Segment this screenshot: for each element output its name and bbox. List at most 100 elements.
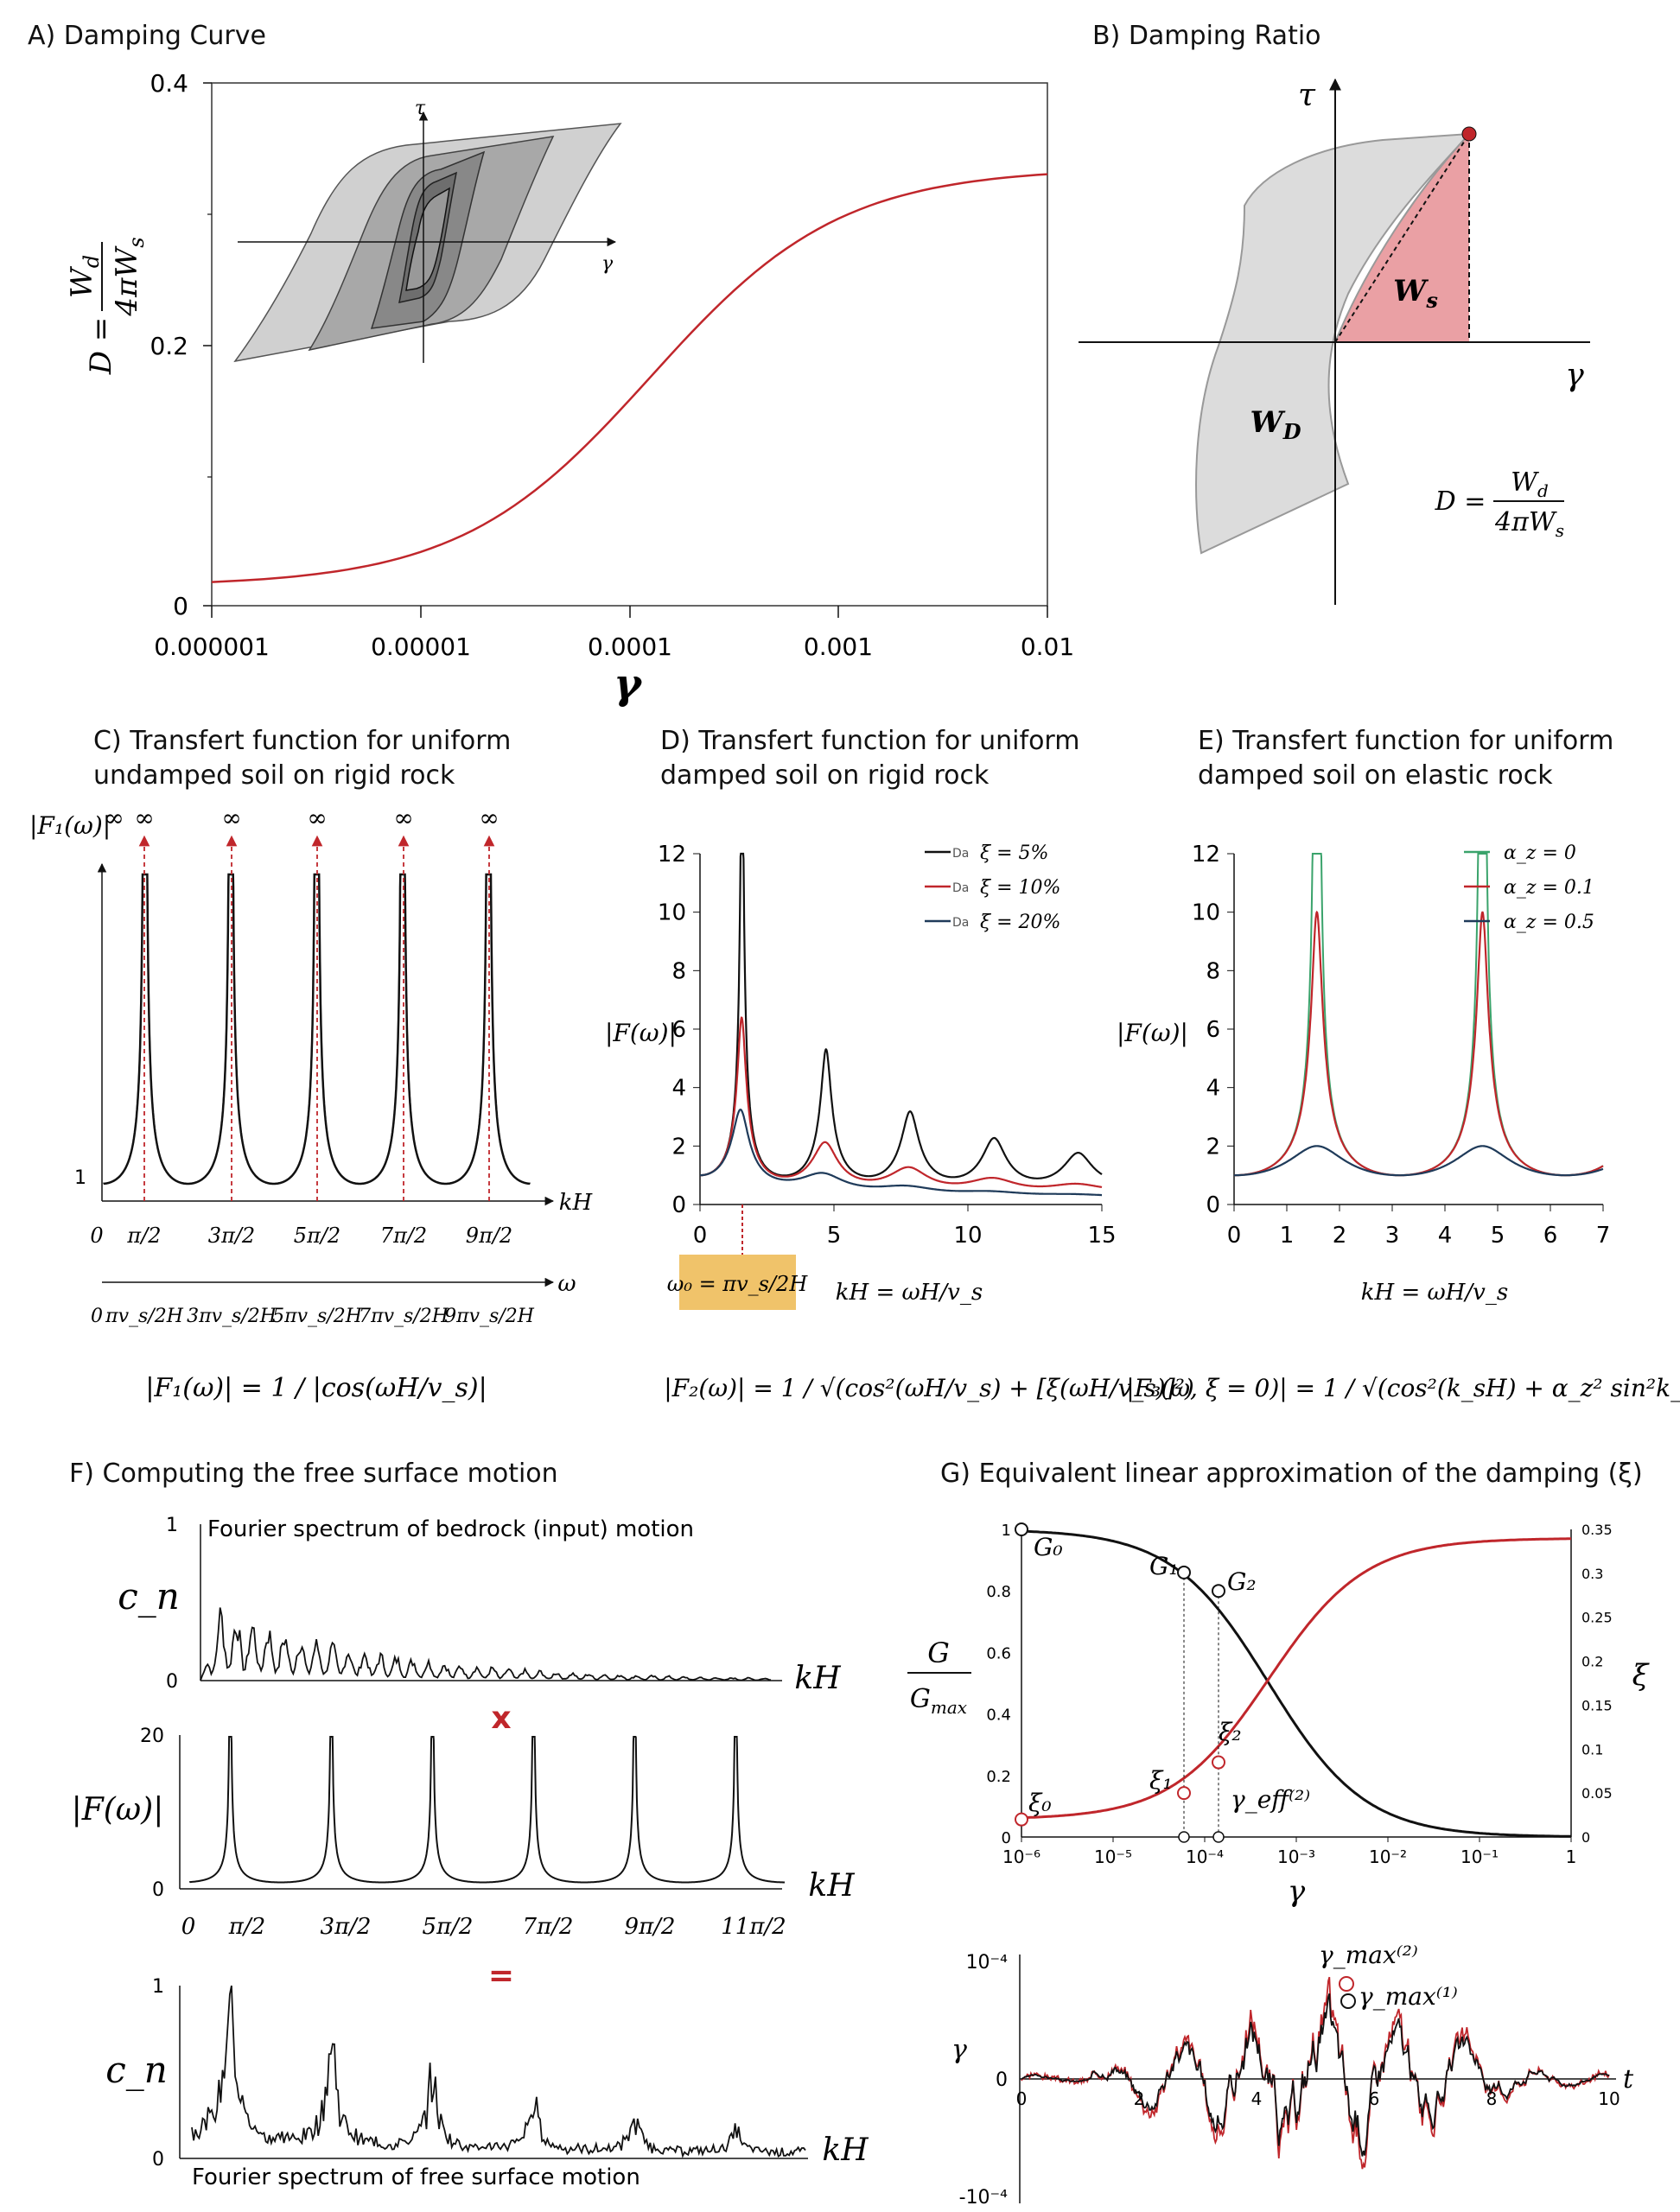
f-F-label: |F(ω)| <box>72 1792 164 1827</box>
bedrock-spectrum <box>200 1607 772 1681</box>
c-kH-tick: π/2 <box>126 1224 161 1248</box>
svg-text:α_z = 0: α_z = 0 <box>1504 842 1576 864</box>
e-y-tick: 2 <box>1206 1134 1220 1160</box>
f-top-tick-1: 1 <box>166 1515 178 1536</box>
svg-text:Gmax: Gmax <box>910 1684 967 1718</box>
g-right-tick: 0.25 <box>1581 1610 1613 1626</box>
ts-x-tick: 6 <box>1369 2088 1380 2109</box>
omega0-highlight <box>679 1255 796 1310</box>
d-x-tick: 5 <box>827 1223 842 1249</box>
e-y-tick: 6 <box>1206 1017 1220 1043</box>
g-point-label: ξ₀ <box>1028 1789 1052 1817</box>
omega0-label: ω₀ = πv_s/2H <box>667 1272 809 1296</box>
ts-x-tick: 2 <box>1134 2088 1145 2109</box>
svg-text:4πWs: 4πWs <box>110 237 149 316</box>
a-y-tick: 0.4 <box>150 69 188 98</box>
d-y-tick: 0 <box>671 1192 686 1218</box>
g-x-tick: 1 <box>1566 1847 1577 1867</box>
infinity-label: ∞ <box>307 804 327 832</box>
g-x-tick: 10⁻¹ <box>1460 1847 1499 1867</box>
peak-point <box>1461 126 1477 142</box>
d-y-tick: 4 <box>671 1076 686 1102</box>
equals-symbol: = <box>488 1958 514 1993</box>
panel-a-x-label: γ <box>614 660 643 709</box>
g-point-label: ξ₂ <box>1219 1718 1242 1746</box>
panel-d-chart: 0 2 4 6 8 10 12 0 5 10 15 |F(ω)| ω₀ = πv_s/2H kH = … <box>605 842 1194 1402</box>
c-omega-tick: 7πv_s/2H <box>359 1306 449 1327</box>
svg-text:Da: Da <box>952 881 969 895</box>
f-kH-mid: kH <box>808 1868 855 1904</box>
panel-c-one: 1 <box>74 1167 86 1189</box>
f-x-tick: 3π/2 <box>321 1914 372 1940</box>
e-y-tick: 12 <box>1192 842 1220 868</box>
f-x-tick: 9π/2 <box>625 1914 676 1940</box>
f-bot-tick-0: 0 <box>152 2149 164 2171</box>
ts-y-tick: 0 <box>996 2069 1008 2091</box>
curve-xi-5 <box>700 852 1103 1179</box>
g-point <box>1177 1565 1191 1580</box>
curve-az-05 <box>1234 1145 1604 1177</box>
infinity-label: ∞ <box>393 804 413 832</box>
f-cn-bot: c_n <box>105 2049 168 2091</box>
panel-c-formula: |F₁(ω)| = 1 / |cos(ωH/v_s)| <box>145 1373 487 1403</box>
damping-ratio-curve <box>1021 1537 1571 1820</box>
panel-d-legend: Da ξ = 5% Da ξ = 10% Da ξ = 20% <box>925 842 1060 933</box>
g-x-tick: 10⁻² <box>1369 1847 1407 1867</box>
ts-y-label: γ <box>951 2035 967 2065</box>
g-point <box>1015 1522 1028 1536</box>
ts-x-tick: 0 <box>1016 2088 1028 2109</box>
panel-c-title: C) Transfert function for uniform undamp… <box>93 726 512 791</box>
e-ylabel: |F(ω)| <box>1117 1019 1188 1047</box>
panel-g-title: G) Equivalent linear approximation of th… <box>940 1459 1643 1489</box>
g-right-tick: 0.35 <box>1581 1522 1613 1538</box>
panel-d-title: D) Transfert function for uniform damped… <box>660 726 1080 791</box>
curve-xi-10 <box>700 1016 1103 1188</box>
g-x-tick: 10⁻⁴ <box>1186 1847 1224 1867</box>
f-top-label: Fourier spectrum of bedrock (input) moti… <box>207 1516 694 1542</box>
f-kH-bot: kH <box>822 2133 869 2168</box>
curve-xi-20 <box>700 1109 1102 1197</box>
d-y-tick: 10 <box>658 900 686 926</box>
g-right-tick: 0.05 <box>1581 1785 1613 1802</box>
svg-text:Wd: Wd <box>65 255 104 298</box>
g-point <box>1212 1755 1225 1770</box>
panel-g-chart: 1 0.8 0.6 0.4 0.2 0 0.35 0.3 0.25 0.2 0.15 0.1 0.05 0… <box>907 1522 1651 2209</box>
modulus-curve <box>1021 1529 1571 1838</box>
panel-c-kH: kH <box>559 1190 594 1216</box>
g-right-tick: 0.1 <box>1581 1741 1603 1758</box>
g-left-tick: 0.8 <box>986 1583 1011 1601</box>
c-kH-tick: 5π/2 <box>294 1224 340 1248</box>
panel-e-title: E) Transfert function for uniform damped… <box>1198 726 1614 791</box>
gamma-eff-label: γ_eff⁽²⁾ <box>1231 1785 1310 1814</box>
g-left-tick: 0.6 <box>986 1644 1011 1662</box>
e-x-tick: 6 <box>1543 1223 1558 1249</box>
g-left-tick: 1 <box>1002 1522 1011 1540</box>
panel-b-title: B) Damping Ratio <box>1092 21 1321 51</box>
d-y-tick: 2 <box>671 1134 686 1160</box>
panel-a-x-axis: 0.000001 0.00001 0.0001 0.001 0.01 <box>154 606 1074 661</box>
f-x-tick: 5π/2 <box>423 1914 474 1940</box>
gmax1-marker <box>1340 1993 1356 2009</box>
g-right-label: ξ <box>1632 1658 1651 1693</box>
a-y-tick: 0 <box>173 592 188 620</box>
g-left-tick: 0 <box>1002 1829 1011 1847</box>
panel-d-formula: |F₂(ω)| = 1 / √(cos²(ωH/v_s) + [ξ(ωH/v_s… <box>664 1374 1194 1402</box>
curve-az-0 <box>1234 853 1604 1177</box>
infinity-label: ∞ <box>221 804 241 832</box>
e-x-tick: 2 <box>1333 1223 1347 1249</box>
ws-triangle <box>1335 134 1469 342</box>
g-left-tick: 0.2 <box>986 1768 1011 1786</box>
panel-b-gamma: γ <box>1565 358 1584 393</box>
d-y-tick: 6 <box>671 1017 686 1043</box>
svg-text:Da: Da <box>952 916 969 930</box>
c-omega-tick: 9πv_s/2H <box>444 1306 535 1327</box>
svg-text:D =: D = <box>1435 486 1486 517</box>
d-y-tick: 12 <box>658 842 686 868</box>
e-x-tick: 1 <box>1280 1223 1295 1249</box>
infinity-label: ∞ <box>104 804 124 832</box>
infinity-label: ∞ <box>134 804 154 832</box>
f-bot-label: Fourier spectrum of free surface motion <box>192 2164 640 2190</box>
a-x-tick: 0.01 <box>1021 632 1074 661</box>
